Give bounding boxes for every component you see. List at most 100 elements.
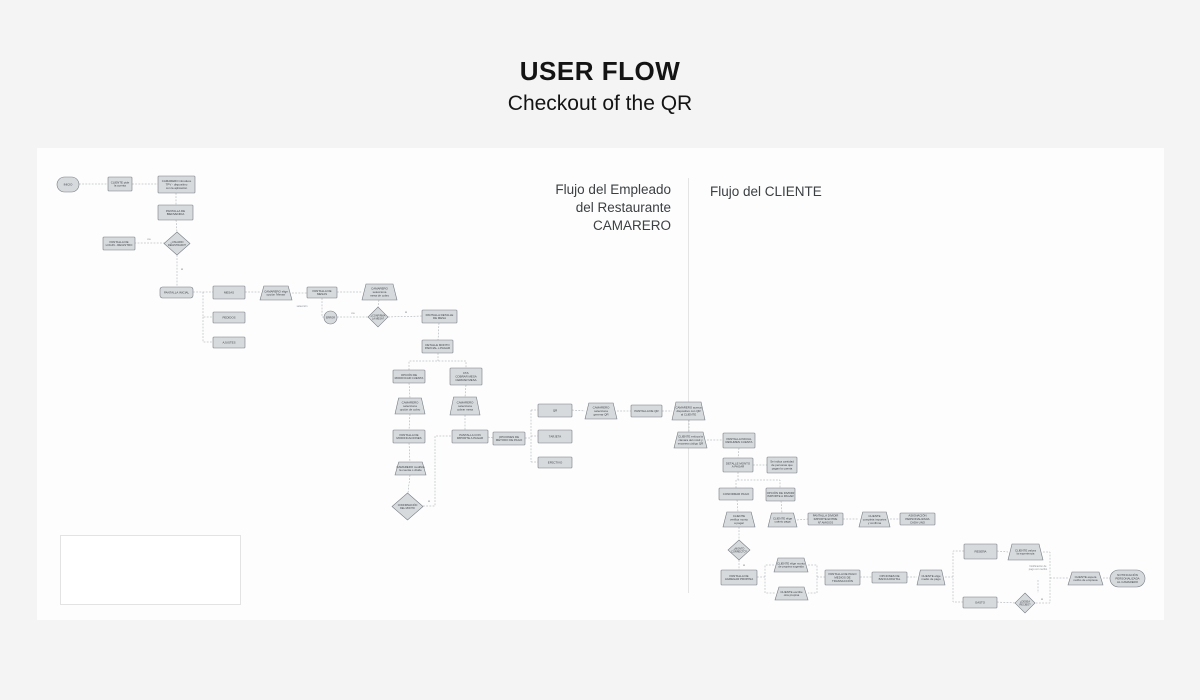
node-camarero-genera-qr: CAMARERO selecciona generar QR (584, 402, 618, 420)
edge-labels: no si no si si si si selección Notificación de pa… (147, 237, 1047, 601)
edge-label: si (1041, 597, 1043, 601)
node-usuario-registrado: ¿USUARIO REGISTRADO? (163, 231, 191, 256)
node-cliente-espera-recibo: CLIENTE espera recibo de empresa (1067, 571, 1104, 586)
flow-edge (796, 518, 809, 521)
flow-edges (79, 183, 1110, 604)
flow-edge (464, 384, 467, 398)
node-label: PANTALLA DE BIENVENIDA (166, 209, 185, 216)
node-tarjeta: TARJETA (537, 429, 573, 444)
node-detalle-monto-pagar: DETALLE MONTO A PAGAR (722, 457, 754, 473)
node-qr: QR (537, 403, 573, 418)
flow-annotation: selección (297, 304, 308, 308)
node-asignacion-personalizada: ASIGNACIÓN PERSONALIZADA CADA UNO (899, 512, 936, 526)
legend-box (60, 535, 241, 605)
node-label: CLIENTE pide la cuenta (111, 180, 130, 187)
flowchart: no si no si si si si selección Notificación de pa… (56, 175, 1146, 614)
node-desea-recibo: ¿DESEA RECIBO? (1014, 592, 1036, 614)
node-label: ¿USUARIO REGISTRADO? (168, 241, 187, 247)
node-label: ¿CONFIRMA LA MESA? (371, 314, 386, 320)
node-label: PANTALLA DE AGREGAR PROPINA (725, 574, 753, 581)
flow-edge (996, 601, 1016, 604)
edge-label: no (147, 237, 151, 241)
page-title: USER FLOW (519, 56, 681, 86)
node-label: PEDIDOS (222, 316, 235, 320)
flow-edge (408, 360, 467, 370)
edge-label: no (351, 311, 355, 315)
node-label: CAMARERO selecciona generar QR (593, 406, 610, 417)
flow-edge (387, 315, 423, 318)
node-label: PANTALLA DE PAGO MEDIOS DE TRANSACCIÓN (829, 572, 858, 583)
node-label: RESEÑA (975, 549, 987, 554)
edge-label: si (428, 499, 430, 503)
node-label: CLIENTE verifica monto a pagar (730, 514, 748, 525)
node-label: PANTALLA DIVIDIR IMPORTE ENTRE Nº AMIGOS (813, 514, 839, 525)
node-label: INICIO (64, 183, 74, 187)
flow-edge (780, 500, 783, 514)
node-label: OPCIÓN DE DIVIDIR IMPORTE A PAGAR (767, 490, 795, 498)
node-opcion-dividir: OPCIÓN DE DIVIDIR IMPORTE A PAGAR (765, 487, 796, 502)
node-pantalla-modificaciones: PANTALLA DE MODIFICACIONES (392, 429, 426, 444)
node-label: PANTALLA INICIAL RESUMEN CUENTA (726, 437, 753, 444)
node-cliente-pide-cuenta: CLIENTE pide la cuenta (107, 176, 133, 192)
flow-edge (408, 382, 411, 399)
node-camarero-cobrar-mesa: CAMARERO selecciona cobrar mesa (449, 396, 481, 416)
node-camarero-selecciona-mesa: CAMARERO selecciona mesa de cobro (361, 283, 398, 301)
node-camarero-modifica-cuenta: CAMARERO modifica la cuenta o divide (394, 461, 427, 476)
node-label: CAMARERO selecciona cobrar mesa (457, 401, 474, 412)
node-label: PANTALLA DE QR (634, 409, 658, 413)
flow-edge (423, 435, 452, 507)
node-cantidad-personas: Se indica cantidad de personas que pagan l… (766, 456, 798, 474)
node-camarero-elige-mesas: CAMARERO elige opción 'Mesas' (259, 285, 293, 301)
node-label: CONFIRMAR PAGO (723, 492, 750, 496)
node-label: CLIENTE elige cuánto paga (773, 516, 793, 523)
node-confirmar-pago: CONFIRMAR PAGO (718, 487, 754, 501)
edge-label: si (181, 267, 183, 271)
node-label: OPCIÓN DE MODIFICAR CUENTA (395, 372, 424, 380)
flow-edge (202, 317, 213, 343)
node-cliente-escanea-qr: CLIENTE enfoca la cámara del móvil y escan… (673, 431, 708, 449)
node-label: Se indica cantidad de personas que pagan l… (770, 460, 794, 471)
node-confirmacion-monto: CONFIRMACIÓN DEL MONTO (391, 492, 424, 521)
node-camarero-opcion-cobro: CAMARERO selecciona opción de cobro (394, 397, 426, 415)
node-efectivo: EFECTIVO (537, 456, 573, 469)
flow-edge (808, 564, 818, 594)
node-cliente-propina-sugerida: CLIENTE elige monto de propina sugerida (773, 557, 809, 573)
flow-edge (764, 564, 775, 594)
flow-edge (571, 409, 586, 412)
node-pantalla-importe: PANTALLA CON IMPORTE A PAGAR (451, 429, 489, 444)
node-label: CAMARERO acerca dispositivo con QR al CLIE… (675, 406, 702, 417)
node-label: ASIGNACIÓN PERSONALIZADA CADA UNO (905, 513, 929, 525)
node-camarero-acerca-qr: CAMARERO acerca dispositivo con QR al CLIE… (671, 401, 706, 421)
flow-edge (321, 298, 324, 318)
node-cliente-valora: CLIENTE valora la experiencia (1007, 543, 1044, 561)
flow-edge (735, 479, 781, 488)
page-subtitle: Checkout of the QR (507, 92, 693, 115)
node-cliente-verifica-monto: CLIENTE verifica monto a pagar (722, 511, 756, 528)
node-opciones-metodo: OPCIONES DE MÉTODO DE PAGO (492, 431, 526, 446)
node-label: CAMARERO selecciona opción de cobro (400, 401, 421, 412)
node-label: OPCIONES DE BANCA DIGITAL (879, 574, 901, 581)
node-label: PANTALLA DE MODIFICACIONES (396, 433, 421, 440)
flow-edge (1035, 551, 1051, 604)
node-label: CLIENTE espera recibo de empresa (1074, 575, 1098, 582)
flow-edge (175, 219, 178, 233)
node-label: GASTO (975, 601, 986, 605)
node-label: NOTIFICACIÓN PERSONALIZADA AL CAMARERO (1115, 572, 1139, 584)
flow-edge (437, 322, 440, 341)
flow-edge (377, 299, 380, 308)
node-label: CLIENTE elige medio de pago (921, 574, 941, 581)
flow-edge (952, 550, 964, 603)
edge-label: si (743, 563, 745, 567)
flow-edge (736, 499, 739, 513)
node-label: CLIENTE escribe otra propina (780, 590, 803, 597)
node-label: CONFIRMACIÓN DEL MONTO (398, 504, 418, 510)
node-start: INICIO (56, 176, 80, 193)
node-cliente-medio-pago: CLIENTE elige medio de pago (916, 569, 946, 586)
flow-canvas: Flujo del Empleado del Restaurante CAMAR… (37, 148, 1164, 620)
node-pantalla-pago: PANTALLA DE PAGO MEDIOS DE TRANSACCIÓN (824, 569, 861, 586)
node-confirma-mesa: ¿CONFIRMA LA MESA? (367, 306, 389, 328)
node-label: CLIENTE elige monto de propina sugerida (777, 561, 805, 568)
flow-edge (487, 436, 494, 439)
node-resena: RESEÑA (963, 543, 998, 560)
